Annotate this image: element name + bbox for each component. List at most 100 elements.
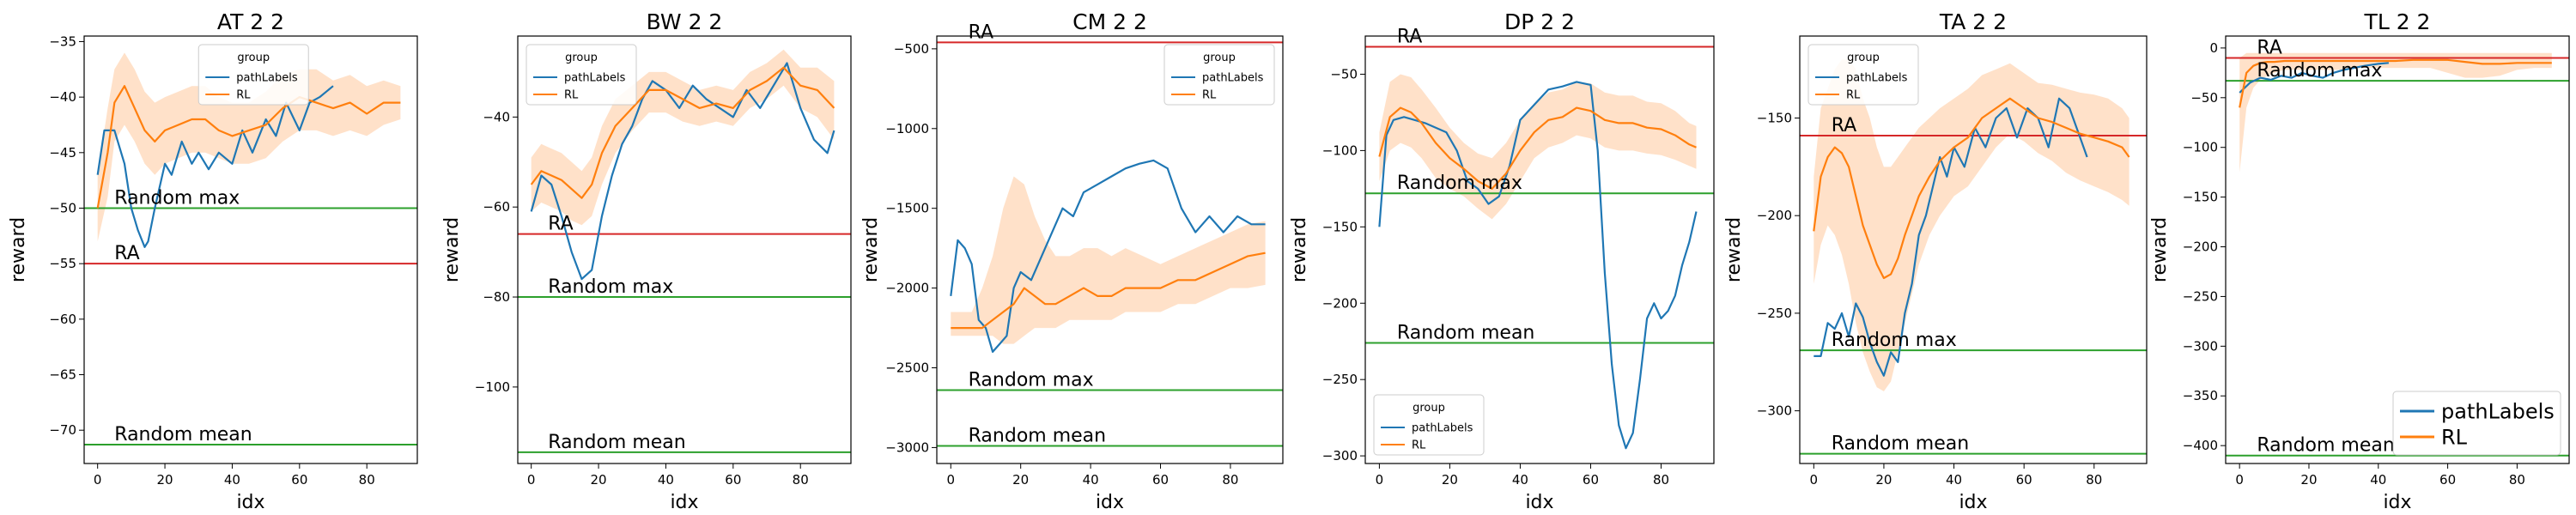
hline-label: Random max [969, 370, 1094, 391]
x-tick-label: 20 [1442, 472, 1458, 488]
legend-box [197, 44, 309, 106]
plot-frame [1799, 35, 2148, 464]
hline-label: RA [969, 21, 993, 43]
y-tick-label: −400 [2183, 438, 2218, 453]
legend-entry: RL [236, 89, 251, 102]
x-tick-label: 0 [947, 472, 956, 488]
series-line-rl [1813, 97, 2130, 280]
y-tick-label: −100 [2183, 140, 2218, 155]
legend: group pathLabels RL [526, 44, 637, 106]
x-tick-label: 60 [725, 472, 741, 488]
y-tick-label: −60 [49, 312, 76, 327]
legend-entry: RL [1846, 89, 1861, 102]
y-tick-label: −350 [2183, 388, 2218, 403]
legend-entry: RL [1412, 439, 1426, 452]
hline-label: Random mean [1397, 322, 1534, 343]
y-tick-label: −250 [2183, 288, 2218, 304]
chart-title: BW 2 2 [647, 9, 723, 34]
legend-entry: RL [1202, 89, 1217, 102]
x-tick-label: 20 [591, 472, 607, 488]
hline-label: Random mean [548, 432, 685, 453]
plot-area [937, 41, 1283, 447]
chart-title: AT 2 2 [217, 9, 284, 34]
y-tick-label: −80 [483, 289, 510, 305]
y-axis-label: reward [860, 217, 882, 282]
x-axis-label: idx [1959, 492, 1987, 513]
series-line-rl [530, 66, 835, 199]
y-axis-label: reward [441, 217, 463, 282]
plot-frame [2225, 35, 2570, 464]
hline-label: RA [1397, 26, 1422, 47]
y-tick-label: −300 [1757, 403, 1792, 419]
x-tick-label: 0 [1810, 472, 1819, 488]
plot-area [1365, 45, 1714, 450]
legend-entry: RL [2441, 425, 2468, 449]
confidence-band [531, 49, 835, 226]
hline-label: Random max [548, 276, 673, 298]
x-axis-label: idx [1096, 492, 1124, 513]
legend-entry: RL [564, 89, 579, 102]
x-tick-label: 40 [224, 472, 240, 488]
x-tick-label: 40 [658, 472, 674, 488]
y-tick-label: −2500 [885, 360, 929, 376]
legend-entry: pathLabels [2441, 399, 2555, 423]
y-tick-label: −200 [1757, 208, 1792, 223]
hline-label: Random mean [1832, 433, 1969, 455]
y-tick-label: −50 [2190, 90, 2218, 106]
y-tick-label: −40 [483, 109, 510, 124]
legend-title: group [1847, 52, 1880, 64]
chart-panel-2: CM 2 2 RA Random max Random mean 0 20 40 60 80 −3… [860, 9, 1284, 513]
y-tick-label: 0 [2209, 40, 2218, 56]
y-tick-label: −55 [49, 256, 76, 271]
series-line-rl [1378, 106, 1697, 190]
x-tick-label: 40 [1083, 472, 1099, 488]
hline-label: Random max [1832, 330, 1957, 351]
x-tick-label: 0 [2235, 472, 2244, 488]
x-tick-label: 20 [2300, 472, 2317, 488]
y-axis-label: reward [1289, 217, 1310, 282]
y-tick-label: −45 [49, 145, 76, 161]
plot-frame [83, 35, 418, 464]
x-axis-label: idx [236, 492, 264, 513]
x-tick-label: 80 [1222, 472, 1238, 488]
y-tick-label: −70 [49, 422, 76, 438]
legend-title: group [565, 52, 598, 64]
confidence-band [1379, 74, 1697, 220]
x-tick-label: 20 [1012, 472, 1029, 488]
x-tick-label: 80 [793, 472, 809, 488]
chart-title: DP 2 2 [1504, 9, 1575, 34]
x-tick-label: 60 [2016, 472, 2032, 488]
y-tick-label: −150 [1322, 219, 1358, 234]
y-tick-label: −3000 [885, 439, 929, 455]
hline-label: Random mean [969, 426, 1106, 447]
x-tick-label: 20 [157, 472, 173, 488]
x-axis-label: idx [670, 492, 698, 513]
legend-entry: pathLabels [564, 72, 626, 85]
legend-box [2392, 391, 2561, 456]
x-tick-label: 0 [94, 472, 102, 488]
series-line-pathlabels [1814, 97, 2088, 377]
x-tick-label: 80 [1653, 472, 1669, 488]
y-tick-label: −1500 [885, 201, 929, 216]
y-tick-label: −300 [1322, 448, 1358, 464]
y-tick-label: −250 [1322, 372, 1358, 387]
hline-label: RA [1832, 115, 1856, 136]
hline-label: Random max [1397, 173, 1522, 194]
legend: group pathLabels RL [1373, 394, 1485, 456]
y-tick-label: −150 [1757, 111, 1792, 126]
legend-entry: pathLabels [1846, 72, 1908, 85]
hline-label: RA [114, 243, 139, 264]
y-tick-label: −300 [2183, 338, 2218, 354]
y-axis-label: reward [8, 217, 29, 282]
legend-title: group [237, 52, 270, 64]
hline-label: RA [548, 214, 573, 235]
chart-panel-0: AT 2 2 Random max RA Random mean 0 20 40 60 80 −7… [8, 9, 418, 513]
y-tick-label: −500 [894, 41, 929, 57]
x-tick-label: 40 [1512, 472, 1528, 488]
hline-label: Random mean [114, 424, 252, 445]
hline-label: Random max [2257, 60, 2382, 82]
series-line-rl [951, 251, 1266, 330]
plot-area [518, 49, 851, 453]
